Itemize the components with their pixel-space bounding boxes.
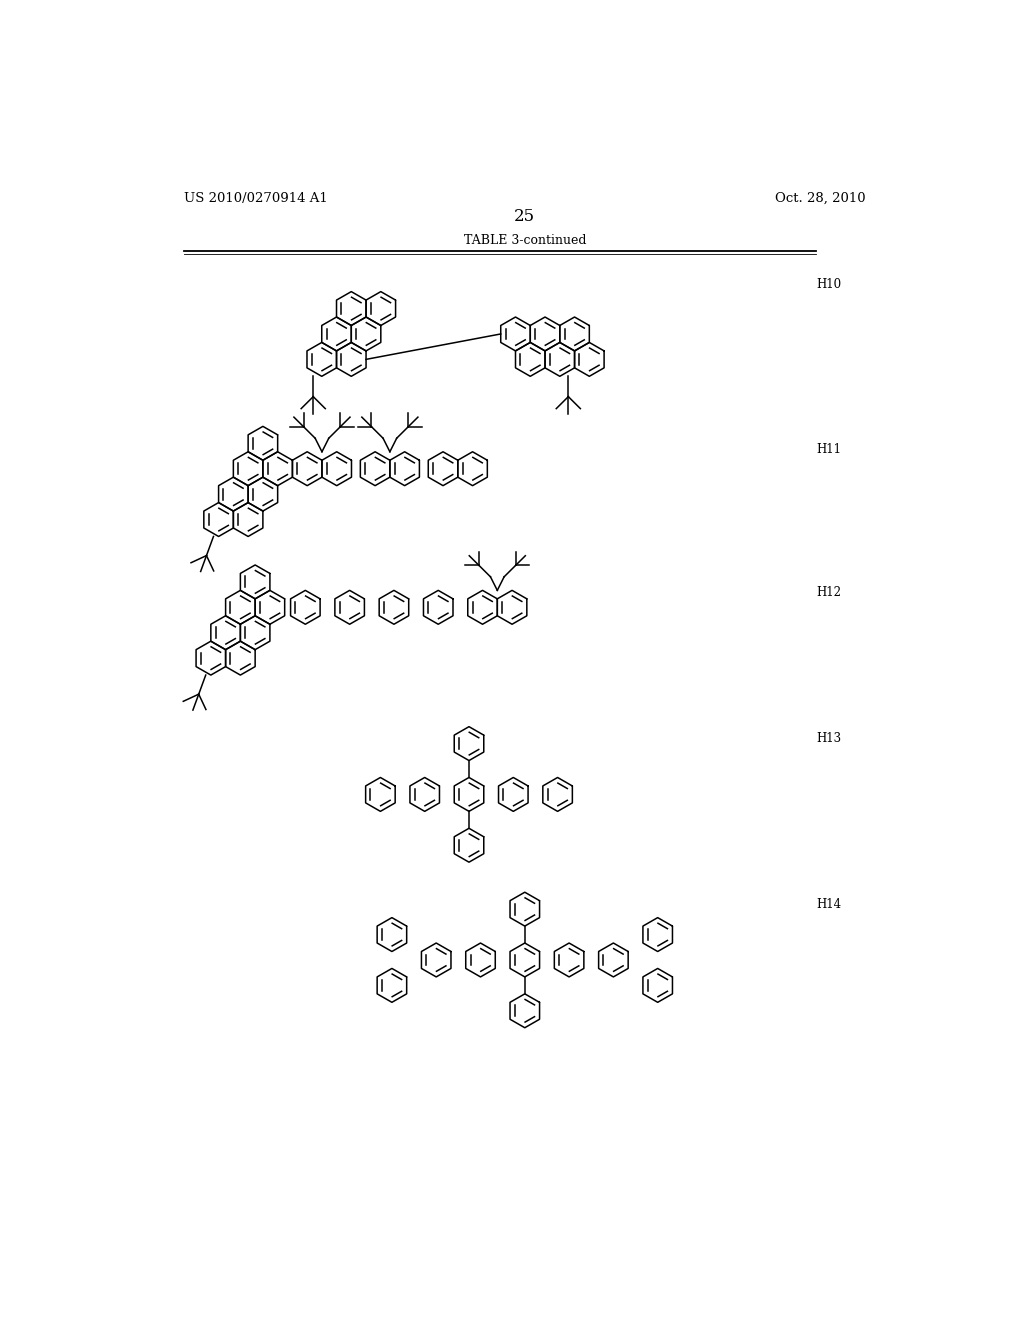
Text: H12: H12 [816, 586, 841, 599]
Text: H11: H11 [816, 444, 841, 457]
Text: H14: H14 [816, 898, 842, 911]
Text: TABLE 3-continued: TABLE 3-continued [464, 234, 586, 247]
Text: US 2010/0270914 A1: US 2010/0270914 A1 [183, 191, 328, 205]
Text: H13: H13 [816, 733, 842, 744]
Text: H10: H10 [816, 277, 842, 290]
Text: 25: 25 [514, 207, 536, 224]
Text: Oct. 28, 2010: Oct. 28, 2010 [775, 191, 866, 205]
